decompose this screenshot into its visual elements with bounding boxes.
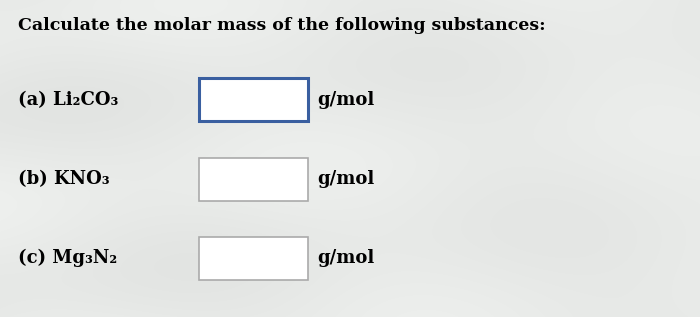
Text: g/mol: g/mol bbox=[317, 170, 375, 188]
Text: (b) KNO₃: (b) KNO₃ bbox=[18, 170, 109, 188]
Text: Calculate the molar mass of the following substances:: Calculate the molar mass of the followin… bbox=[18, 17, 545, 35]
Text: g/mol: g/mol bbox=[317, 249, 375, 267]
Text: (a) Li₂CO₃: (a) Li₂CO₃ bbox=[18, 91, 118, 109]
FancyBboxPatch shape bbox=[199, 78, 308, 121]
Text: g/mol: g/mol bbox=[317, 91, 375, 109]
FancyBboxPatch shape bbox=[199, 158, 308, 201]
Text: (c) Mg₃N₂: (c) Mg₃N₂ bbox=[18, 249, 117, 268]
FancyBboxPatch shape bbox=[199, 237, 308, 280]
